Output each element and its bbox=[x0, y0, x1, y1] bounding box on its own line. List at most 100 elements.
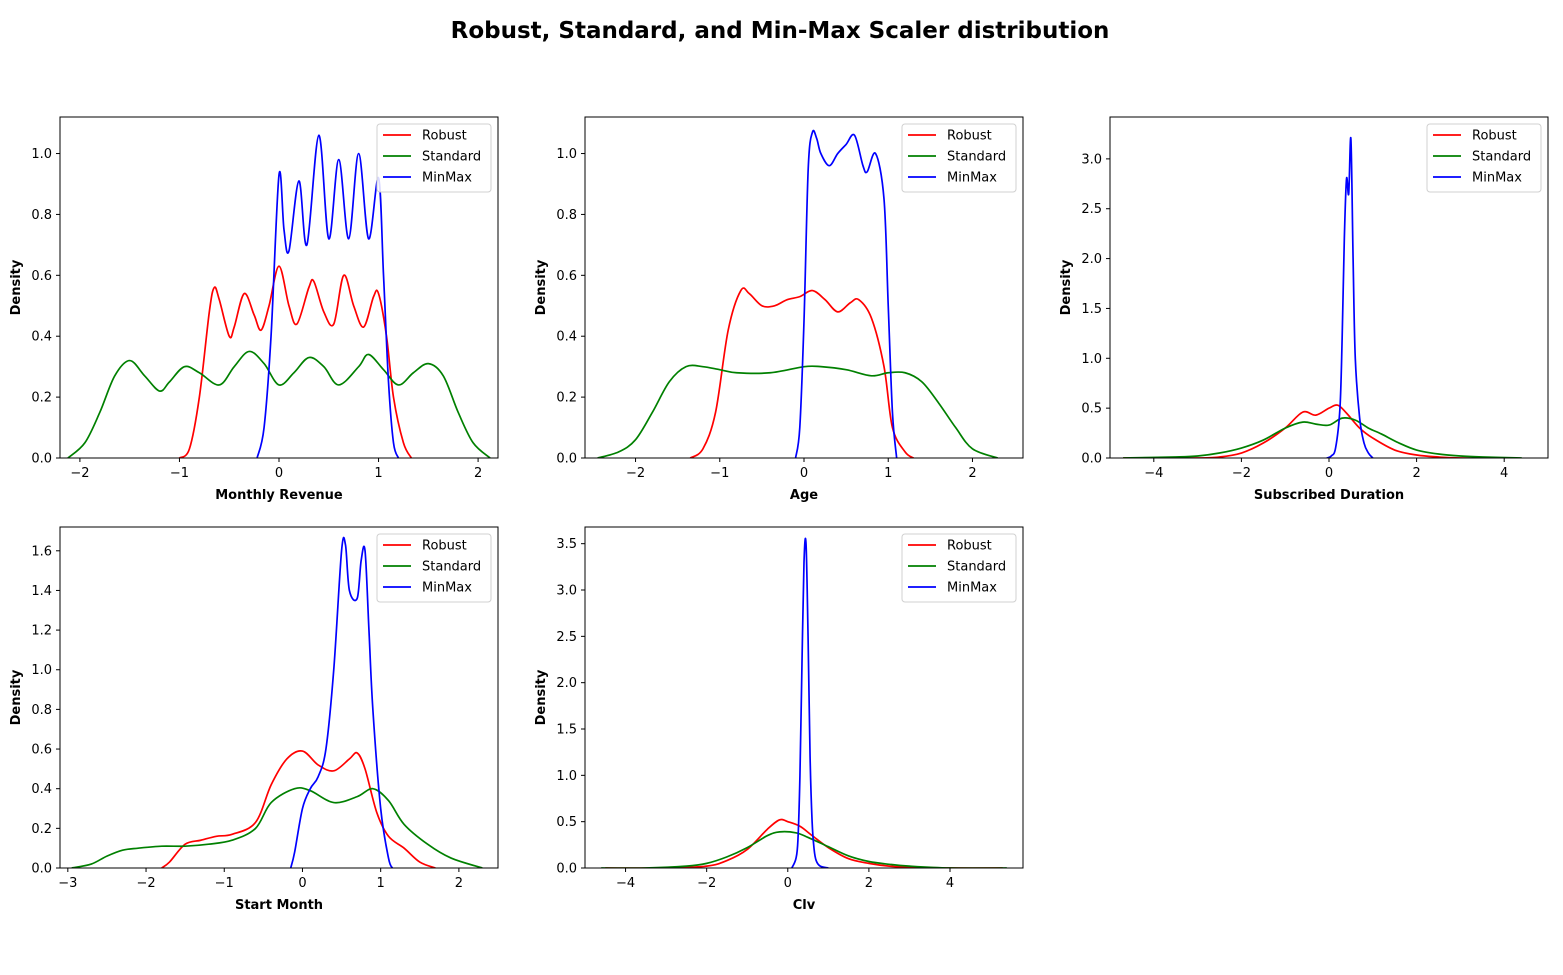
y-tick-label: 0.4 bbox=[31, 782, 52, 797]
y-axis-label: Density bbox=[534, 259, 549, 315]
y-axis-label: Density bbox=[9, 669, 24, 725]
x-axis-label: Age bbox=[790, 488, 818, 503]
x-tick-label: 2 bbox=[865, 876, 873, 891]
y-axis-label: Density bbox=[534, 669, 549, 725]
x-axis-label: Clv bbox=[793, 898, 816, 913]
legend: Robust Standard MinMax bbox=[901, 533, 1017, 603]
x-axis-label: Start Month bbox=[235, 898, 323, 913]
y-tick-label: 2.0 bbox=[556, 676, 577, 691]
subplot-3: −4 −2 0 2 4 0.0 0.5 1.0 1.5 2.0 2.5 3.0 Subscribed D… bbox=[1059, 116, 1549, 503]
legend: Robust Standard MinMax bbox=[901, 123, 1017, 193]
y-tick-label: 0.2 bbox=[556, 391, 577, 406]
x-tick-label: 2 bbox=[968, 466, 976, 481]
y-tick-label: 0.6 bbox=[31, 269, 52, 284]
series-line-robust bbox=[178, 265, 413, 458]
legend-label-robust: Robust bbox=[422, 129, 467, 144]
plot-frame bbox=[59, 526, 499, 869]
legend-label-robust: Robust bbox=[1472, 129, 1517, 144]
y-axis-label: Density bbox=[1059, 259, 1074, 315]
y-tick-label: 0.2 bbox=[31, 391, 52, 406]
y-tick-label: 0.0 bbox=[556, 862, 577, 877]
y-tick-label: 2.5 bbox=[556, 630, 577, 645]
x-tick-label: −3 bbox=[58, 876, 77, 891]
x-tick-label: 2 bbox=[474, 466, 482, 481]
y-tick-label: 0.6 bbox=[31, 743, 52, 758]
legend-label-minmax: MinMax bbox=[422, 581, 472, 596]
y-tick-label: 3.5 bbox=[556, 537, 577, 552]
series-line-robust bbox=[161, 750, 436, 868]
legend-label-standard: Standard bbox=[422, 560, 481, 575]
y-tick-label: 0.4 bbox=[556, 330, 577, 345]
y-tick-label: 0.0 bbox=[31, 452, 52, 467]
x-tick-label: −1 bbox=[710, 466, 729, 481]
y-tick-label: 0.6 bbox=[556, 269, 577, 284]
subplot-2: −2 −1 0 1 2 0.0 0.2 0.4 0.6 0.8 1.0 Age Density Robus… bbox=[534, 116, 1024, 503]
x-tick-label: 2 bbox=[1412, 466, 1420, 481]
series-line-robust bbox=[605, 818, 1003, 868]
plot-frame bbox=[584, 526, 1024, 869]
x-axis-label: Subscribed Duration bbox=[1254, 488, 1404, 503]
y-tick-label: 1.0 bbox=[1081, 352, 1102, 367]
series-line-standard bbox=[597, 364, 999, 458]
y-tick-label: 1.0 bbox=[31, 663, 52, 678]
y-tick-label: 1.0 bbox=[556, 769, 577, 784]
legend-label-standard: Standard bbox=[947, 560, 1006, 575]
legend-box bbox=[901, 533, 1017, 603]
series-line-standard bbox=[1123, 416, 1522, 458]
x-tick-label: −2 bbox=[136, 876, 155, 891]
y-tick-label: 0.5 bbox=[556, 815, 577, 830]
subplot-1: −2 −1 0 1 2 0.0 0.2 0.4 0.6 0.8 1.0 Monthly Revenue… bbox=[9, 116, 499, 503]
y-tick-label: 1.0 bbox=[31, 147, 52, 162]
x-tick-label: 1 bbox=[377, 876, 385, 891]
legend-label-minmax: MinMax bbox=[947, 581, 997, 596]
y-tick-label: 0.0 bbox=[1081, 452, 1102, 467]
x-tick-label: −2 bbox=[1232, 466, 1251, 481]
legend: Robust Standard MinMax bbox=[376, 533, 492, 603]
x-tick-label: 4 bbox=[946, 876, 954, 891]
y-tick-label: 0.8 bbox=[31, 703, 52, 718]
y-tick-label: 1.5 bbox=[1081, 302, 1102, 317]
x-tick-label: −2 bbox=[626, 466, 645, 481]
legend-box bbox=[901, 123, 1017, 193]
y-tick-label: 2.5 bbox=[1081, 202, 1102, 217]
series-line-robust bbox=[1123, 404, 1505, 458]
x-tick-label: 2 bbox=[455, 876, 463, 891]
x-tick-label: 1 bbox=[374, 466, 382, 481]
legend-label-robust: Robust bbox=[422, 539, 467, 554]
series-line-minmax bbox=[289, 536, 394, 868]
series-line-standard bbox=[67, 350, 491, 458]
legend-box bbox=[376, 533, 492, 603]
legend-label-standard: Standard bbox=[947, 150, 1006, 165]
y-tick-label: 1.2 bbox=[31, 624, 52, 639]
legend-label-minmax: MinMax bbox=[422, 171, 472, 186]
legend-label-robust: Robust bbox=[947, 129, 992, 144]
x-tick-label: −1 bbox=[170, 466, 189, 481]
x-tick-label: 0 bbox=[1325, 466, 1333, 481]
y-tick-label: 0.4 bbox=[31, 330, 52, 345]
x-tick-label: 1 bbox=[884, 466, 892, 481]
x-tick-label: 0 bbox=[784, 876, 792, 891]
legend-box bbox=[376, 123, 492, 193]
x-tick-label: −2 bbox=[70, 466, 89, 481]
x-tick-label: −2 bbox=[697, 876, 716, 891]
y-tick-label: 1.4 bbox=[31, 584, 52, 599]
y-tick-label: 0.0 bbox=[31, 862, 52, 877]
x-axis-label: Monthly Revenue bbox=[215, 488, 343, 503]
y-tick-label: 0.0 bbox=[556, 452, 577, 467]
x-tick-label: −1 bbox=[215, 876, 234, 891]
y-axis-label: Density bbox=[9, 259, 24, 315]
series-line-minmax bbox=[256, 134, 400, 458]
y-tick-label: 1.5 bbox=[556, 723, 577, 738]
x-tick-label: 0 bbox=[800, 466, 808, 481]
series-line-minmax bbox=[1326, 136, 1374, 458]
x-tick-label: −4 bbox=[616, 876, 635, 891]
series-line-minmax bbox=[791, 537, 829, 868]
legend-label-robust: Robust bbox=[947, 539, 992, 554]
series-line-standard bbox=[601, 830, 1007, 868]
legend-label-standard: Standard bbox=[422, 150, 481, 165]
subplot-4: −3 −2 −1 0 1 2 0.0 0.2 0.4 0.6 0.8 1.0 1.2 1.4 1.6 Star… bbox=[9, 526, 499, 913]
y-tick-label: 0.8 bbox=[31, 208, 52, 223]
y-tick-label: 1.0 bbox=[556, 147, 577, 162]
x-tick-label: 0 bbox=[275, 466, 283, 481]
